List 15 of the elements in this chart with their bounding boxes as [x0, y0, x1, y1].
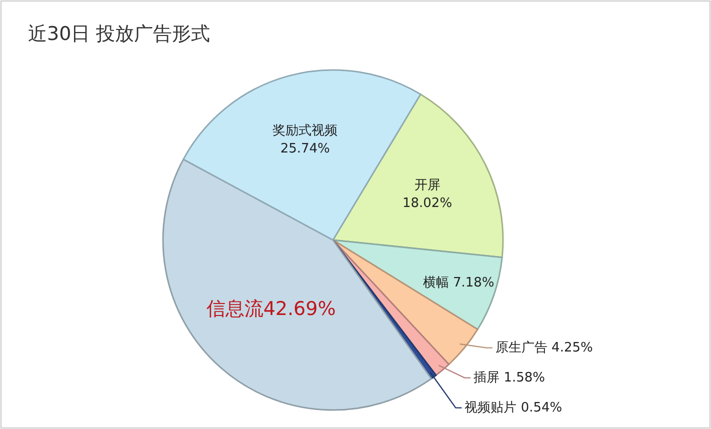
slice-label: 开屏	[414, 178, 440, 193]
data-label: 25.74%	[280, 142, 330, 157]
slice-label: 视频贴片	[464, 400, 517, 416]
data-label: 4.25%	[552, 340, 593, 356]
data-label: 7.18%	[452, 275, 494, 290]
data-label: 42.69%	[263, 298, 336, 320]
slice-label: 原生广告	[495, 340, 548, 356]
data-label: 18.02%	[402, 196, 452, 212]
slice-label: 插屏	[474, 370, 500, 386]
data-label: 1.58%	[504, 370, 546, 386]
slice-label: 信息流	[206, 298, 264, 320]
slice-label: 奖励式视频	[272, 123, 338, 138]
chart-title: 近30日 投放广告形式	[28, 23, 210, 45]
data-label: 0.54%	[520, 400, 562, 416]
slice-label: 横幅	[422, 275, 449, 290]
